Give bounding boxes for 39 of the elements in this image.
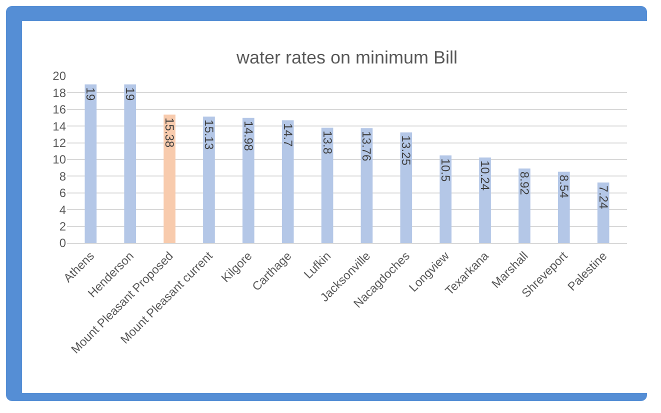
bar [282,120,294,243]
data-label: 13.8 [320,130,334,154]
y-tick-label: 6 [59,186,66,200]
y-tick-label: 12 [52,136,66,150]
bar [400,132,412,243]
data-label: 8.54 [556,174,571,198]
bar [597,182,610,243]
chart-title: water rates on minimum Bill [235,47,458,68]
data-label: 7.24 [596,186,610,210]
bar [518,168,530,243]
bar [321,128,334,243]
y-tick-label: 18 [52,86,66,100]
bar [558,172,570,243]
data-label: 19 [123,87,138,102]
y-tick-label: 2 [59,220,66,234]
y-tick-label: 8 [59,169,66,184]
data-label: 13.76 [360,131,374,162]
bar [440,155,452,243]
y-tick-label: 10 [52,152,66,167]
data-label: 13.25 [399,135,414,166]
data-label: 19 [84,87,98,102]
data-label: 14.98 [241,120,256,152]
y-tick-label: 14 [52,119,66,134]
bar [242,118,254,243]
bar [84,84,97,243]
y-tick-label: 4 [59,202,66,217]
data-label: 8.92 [517,172,532,196]
bar [164,114,176,243]
data-label: 15.38 [162,118,177,148]
bar [203,116,215,243]
y-tick-label: 0 [59,236,66,250]
y-tick-label: 16 [52,102,66,117]
bar [479,158,491,243]
data-label: 10.5 [438,158,453,182]
data-label: 10.24 [478,160,492,191]
data-label: 15.13 [202,120,216,150]
data-label: 14.7 [280,123,295,147]
y-tick-label: 20 [52,69,66,84]
bar [124,84,136,243]
